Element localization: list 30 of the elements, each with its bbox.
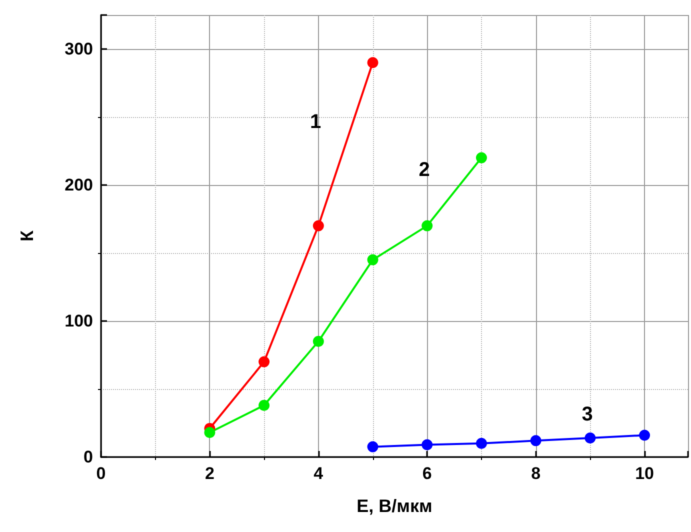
y-axis-title: К (17, 230, 37, 242)
x-tick-label: 6 (422, 464, 432, 483)
series-label: 3 (582, 404, 593, 426)
point (312, 336, 324, 347)
series-label: 2 (418, 158, 430, 181)
point (422, 220, 433, 232)
y-tick-label: 200 (64, 176, 93, 194)
point (530, 435, 542, 446)
x-tick-label: 8 (531, 464, 541, 483)
x-tick-label: 4 (314, 464, 324, 483)
x-axis-title: E, В/мкм (356, 496, 432, 516)
point (258, 400, 270, 411)
point (367, 254, 378, 266)
x-tick-label: 0 (96, 464, 106, 483)
y-tick-label: 300 (64, 40, 93, 58)
point (367, 441, 378, 452)
point (584, 432, 596, 444)
series-label: 1 (310, 111, 322, 134)
point (204, 427, 216, 438)
point (258, 356, 270, 368)
point (639, 430, 650, 441)
point (367, 57, 378, 68)
point (422, 439, 433, 450)
x-tick-label: 2 (204, 464, 214, 483)
point (312, 220, 324, 232)
x-tick-label: 10 (635, 464, 654, 483)
point (476, 438, 487, 449)
y-tick-label: 100 (64, 312, 93, 330)
y-tick-label: 0 (84, 448, 93, 466)
point (476, 152, 487, 164)
